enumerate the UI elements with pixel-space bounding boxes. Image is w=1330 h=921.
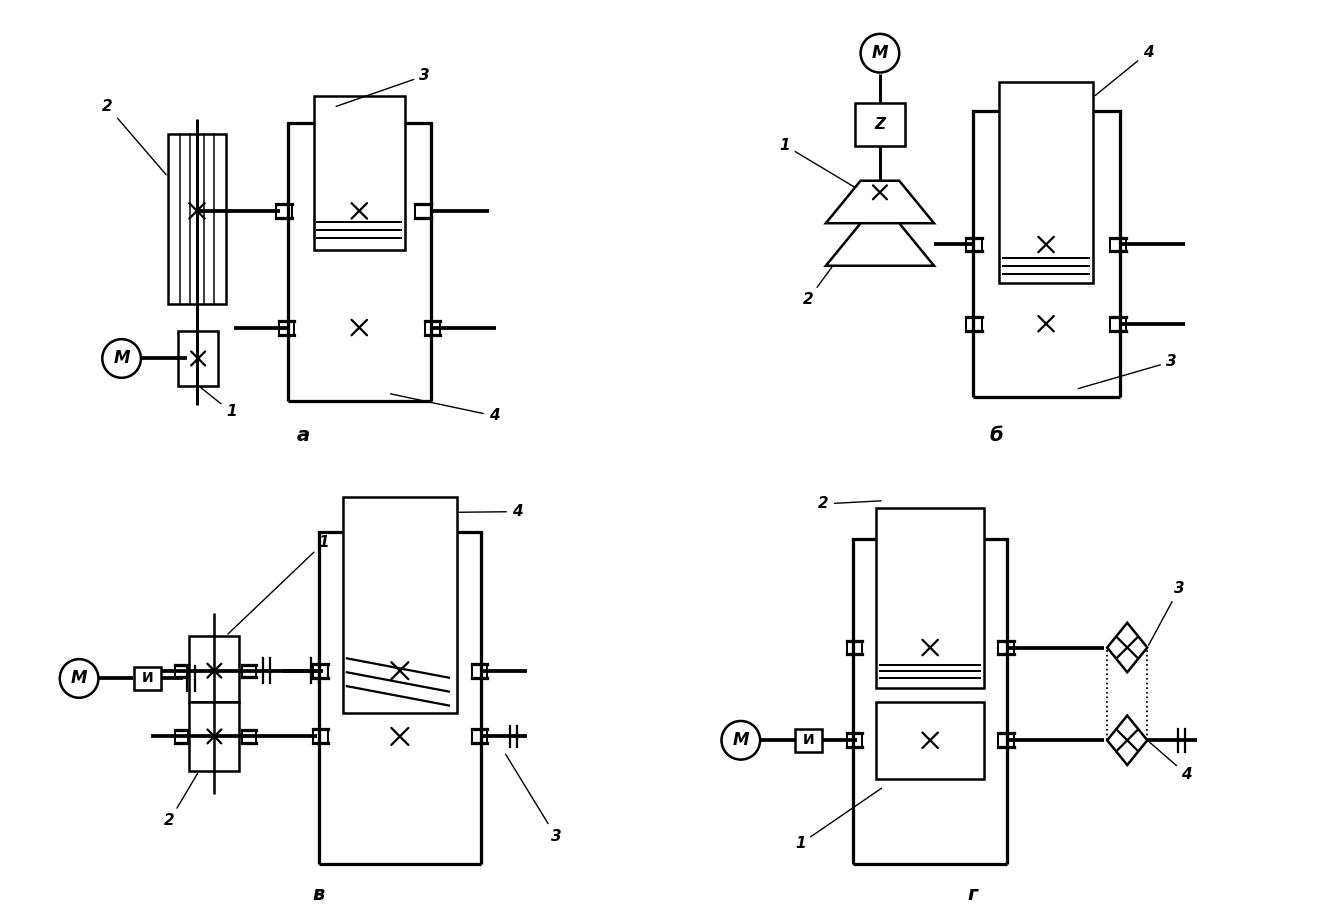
Bar (189, 702, 239, 771)
Bar (314, 96, 406, 250)
Text: 1: 1 (201, 387, 237, 419)
Text: 2: 2 (164, 774, 197, 828)
Text: в: в (313, 885, 325, 904)
Text: 2: 2 (802, 256, 839, 308)
Bar (178, 332, 218, 386)
Bar (795, 729, 822, 752)
Text: 1: 1 (227, 535, 330, 634)
Bar (999, 82, 1093, 283)
Bar (133, 667, 161, 690)
Bar (189, 635, 239, 702)
Circle shape (721, 721, 761, 760)
Text: M: M (113, 349, 130, 367)
Circle shape (861, 34, 899, 73)
Text: M: M (871, 44, 888, 63)
Text: 4: 4 (1149, 742, 1192, 782)
Bar (876, 702, 984, 779)
Text: И: И (803, 733, 815, 747)
Polygon shape (1107, 716, 1148, 765)
Polygon shape (826, 181, 934, 223)
Bar (343, 496, 456, 713)
Polygon shape (1107, 623, 1148, 672)
Text: 4: 4 (1095, 45, 1153, 96)
Text: M: M (733, 731, 749, 750)
Text: г: г (967, 885, 978, 904)
Text: И: И (141, 671, 153, 685)
Text: 4: 4 (459, 504, 523, 519)
Text: 3: 3 (1149, 581, 1184, 645)
Text: 1: 1 (779, 138, 854, 187)
Text: 3: 3 (505, 754, 561, 844)
Text: 4: 4 (391, 394, 499, 424)
Bar (876, 508, 984, 688)
Circle shape (60, 659, 98, 698)
Circle shape (102, 339, 141, 378)
Text: Z: Z (874, 117, 886, 133)
Polygon shape (826, 223, 934, 266)
Text: б: б (990, 426, 1003, 445)
Text: 2: 2 (818, 496, 880, 511)
Text: M: M (70, 670, 88, 687)
Bar (168, 134, 226, 304)
Bar (855, 103, 904, 146)
Text: 2: 2 (102, 99, 166, 175)
Text: 1: 1 (795, 788, 882, 852)
Text: 3: 3 (1079, 355, 1177, 389)
Text: 3: 3 (336, 68, 430, 107)
Text: a: a (297, 426, 310, 445)
